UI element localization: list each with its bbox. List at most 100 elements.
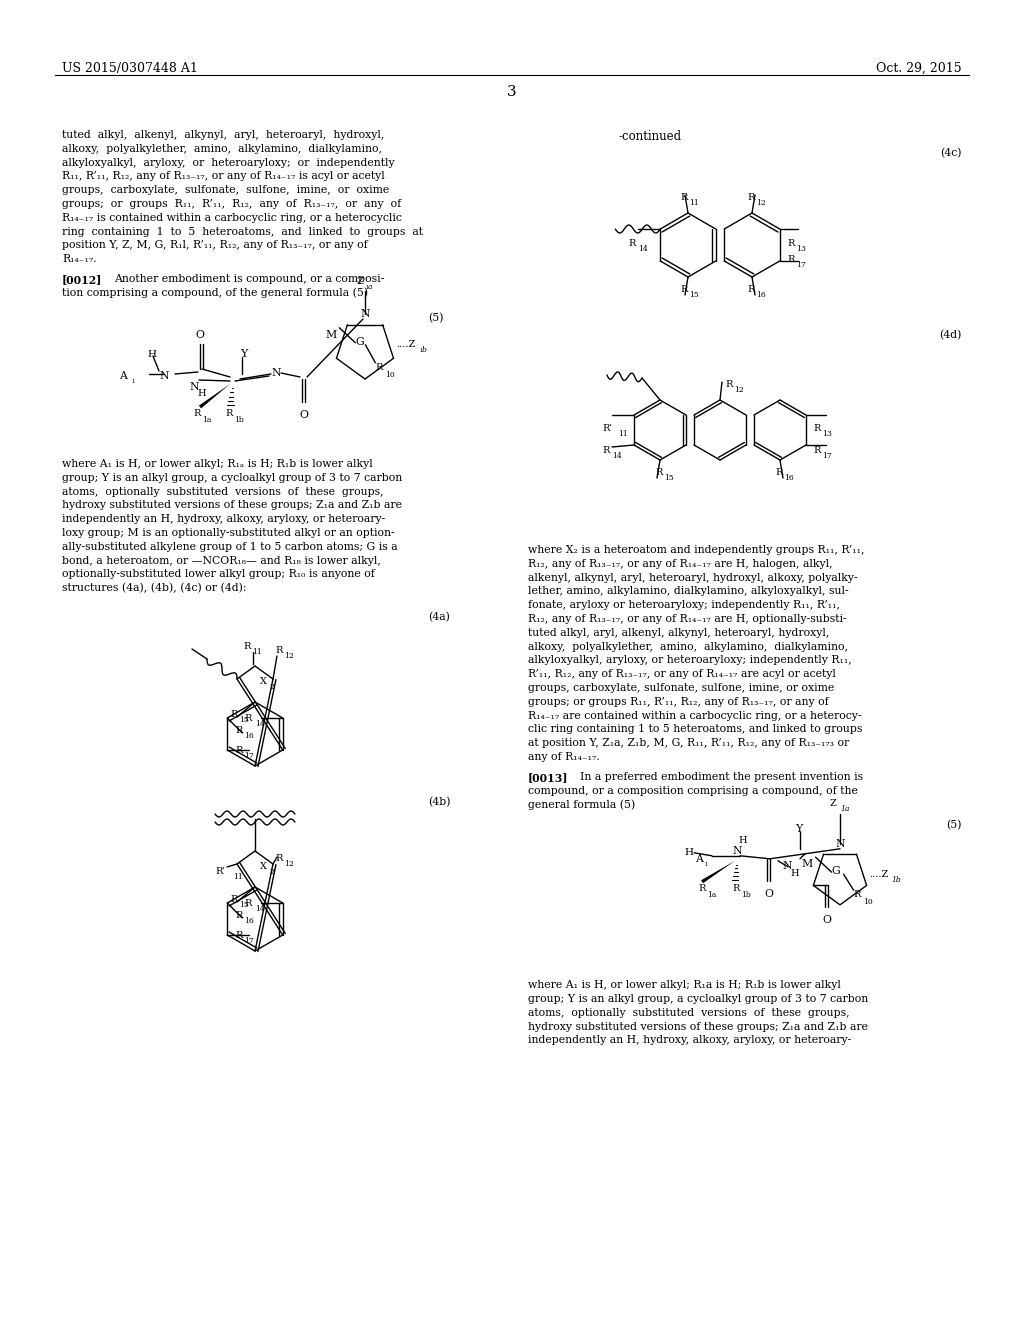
Text: 12: 12 [284,652,294,660]
Text: R₁₄₋₁₇ is contained within a carbocyclic ring, or a heterocyclic: R₁₄₋₁₇ is contained within a carbocyclic… [62,213,401,223]
Text: 1b: 1b [234,416,244,424]
Text: group; Y is an alkyl group, a cycloalkyl group of 3 to 7 carbon: group; Y is an alkyl group, a cycloalkyl… [528,994,868,1005]
Text: ....Z: ....Z [868,870,888,879]
Text: R₁₄₋₁₇.: R₁₄₋₁₇. [62,255,96,264]
Text: O: O [299,411,308,420]
Text: N: N [159,371,169,381]
Text: position Y, Z, M, G, R₁l, R’₁₁, R₁₂, any of R₁₃₋₁₇, or any of: position Y, Z, M, G, R₁l, R’₁₁, R₁₂, any… [62,240,368,251]
Text: R: R [245,899,252,908]
Text: US 2015/0307448 A1: US 2015/0307448 A1 [62,62,198,75]
Text: where A₁ is H, or lower alkyl; R₁a is H; R₁b is lower alkyl: where A₁ is H, or lower alkyl; R₁a is H;… [528,979,841,990]
Text: Z: Z [357,277,364,286]
Text: R₁₁, R’₁₁, R₁₂, any of R₁₃₋₁₇, or any of R₁₄₋₁₇ is acyl or acetyl: R₁₁, R’₁₁, R₁₂, any of R₁₃₋₁₇, or any of… [62,172,385,181]
Text: R: R [243,642,251,651]
Text: atoms,  optionally  substituted  versions  of  these  groups,: atoms, optionally substituted versions o… [62,487,384,496]
Text: R: R [813,446,820,455]
Text: tuted alkyl, aryl, alkenyl, alkynyl, heteroaryl, hydroxyl,: tuted alkyl, aryl, alkenyl, alkynyl, het… [528,628,829,638]
Text: general formula (5): general formula (5) [528,800,635,810]
Text: G: G [355,337,365,347]
Text: M: M [326,330,337,339]
Text: 16: 16 [756,290,766,300]
Text: ally-substituted alkylene group of 1 to 5 carbon atoms; G is a: ally-substituted alkylene group of 1 to … [62,541,397,552]
Text: R: R [376,363,383,372]
Text: alkoxy,  polyalkylether,  amino,  alkylamino,  dialkylamino,: alkoxy, polyalkylether, amino, alkylamin… [528,642,848,652]
Text: ₁: ₁ [131,378,134,385]
Polygon shape [701,861,735,883]
Text: (4c): (4c) [940,148,962,158]
Text: 14: 14 [638,246,648,253]
Text: 12: 12 [756,199,766,207]
Text: groups, carboxylate, sulfonate, sulfone, imine, or oxime: groups, carboxylate, sulfonate, sulfone,… [528,682,835,693]
Text: R: R [236,726,243,735]
Text: 2: 2 [269,682,273,690]
Text: 2: 2 [269,869,273,876]
Text: 13: 13 [796,246,806,253]
Text: R: R [225,409,232,418]
Text: fonate, aryloxy or heteroaryloxy; independently R₁₁, R’₁₁,: fonate, aryloxy or heteroaryloxy; indepe… [528,601,840,610]
Text: 10: 10 [863,898,873,906]
Text: atoms,  optionally  substituted  versions  of  these  groups,: atoms, optionally substituted versions o… [528,1007,850,1018]
Text: A: A [695,854,702,863]
Text: ₁: ₁ [705,859,708,867]
Text: 15: 15 [239,715,249,723]
Text: (5): (5) [946,820,962,830]
Text: R₁₂, any of R₁₃₋₁₇, or any of R₁₄₋₁₇ are H, optionally-substi-: R₁₂, any of R₁₃₋₁₇, or any of R₁₄₋₁₇ are… [528,614,847,624]
Text: 16: 16 [784,474,794,482]
Text: alkyloxyalkyl, aryloxy, or heteroaryloxy; independently R₁₁,: alkyloxyalkyl, aryloxy, or heteroaryloxy… [528,656,852,665]
Text: 12: 12 [734,385,743,393]
Text: hydroxy substituted versions of these groups; Z₁a and Z₁b are: hydroxy substituted versions of these gr… [62,500,402,511]
Text: clic ring containing 1 to 5 heteroatoms, and linked to groups: clic ring containing 1 to 5 heteroatoms,… [528,725,862,734]
Text: 14: 14 [612,451,622,459]
Text: R: R [854,890,861,899]
Text: 11: 11 [252,648,262,656]
Text: 16: 16 [245,917,254,925]
Text: N: N [271,368,281,378]
Text: 14: 14 [255,906,264,913]
Text: (4d): (4d) [940,330,962,341]
Text: R’: R’ [215,867,225,876]
Text: tuted  alkyl,  alkenyl,  alkynyl,  aryl,  heteroaryl,  hydroxyl,: tuted alkyl, alkenyl, alkynyl, aryl, het… [62,129,384,140]
Text: H: H [197,389,206,399]
Text: 1a: 1a [707,891,717,899]
Text: In a preferred embodiment the present invention is: In a preferred embodiment the present in… [580,772,863,781]
Text: at position Y, Z₁a, Z₁b, M, G, R₁₁, R’₁₁, R₁₂, any of R₁₃₋₁₇₃ or: at position Y, Z₁a, Z₁b, M, G, R₁₁, R’₁₁… [528,738,849,748]
Text: -continued: -continued [618,129,682,143]
Text: R: R [680,193,687,202]
Text: R: R [746,285,755,294]
Text: lether, amino, alkylamino, dialkylamino, alkyloxyalkyl, sul-: lether, amino, alkylamino, dialkylamino,… [528,586,849,597]
Text: R: R [236,746,243,755]
Text: H: H [738,836,746,845]
Text: 16: 16 [245,733,254,741]
Text: compound, or a composition comprising a compound, of the: compound, or a composition comprising a … [528,785,858,796]
Text: [0013]: [0013] [528,772,568,783]
Text: R: R [813,424,820,433]
Text: ....Z: ....Z [396,341,416,350]
Text: R’₁₁, R₁₂, any of R₁₃₋₁₇, or any of R₁₄₋₁₇ are acyl or acetyl: R’₁₁, R₁₂, any of R₁₃₋₁₇, or any of R₁₄₋… [528,669,836,680]
Text: R: R [698,884,706,892]
Text: 1a: 1a [840,805,849,813]
Text: 11: 11 [618,430,628,438]
Polygon shape [199,384,230,408]
Text: R: R [746,193,755,202]
Text: any of R₁₄₋₁₇.: any of R₁₄₋₁₇. [528,752,600,762]
Text: 11: 11 [233,873,243,880]
Text: R: R [787,255,795,264]
Text: hydroxy substituted versions of these groups; Z₁a and Z₁b are: hydroxy substituted versions of these gr… [528,1022,868,1031]
Text: R: R [236,911,243,920]
Text: R₁₄₋₁₇ are contained within a carbocyclic ring, or a heterocy-: R₁₄₋₁₇ are contained within a carbocycli… [528,710,861,721]
Text: Y: Y [795,824,802,834]
Text: R: R [230,895,238,904]
Text: groups,  carboxylate,  sulfonate,  sulfone,  imine,  or  oxime: groups, carboxylate, sulfonate, sulfone,… [62,185,389,195]
Text: (4a): (4a) [428,612,450,622]
Text: H: H [684,847,693,857]
Text: 14: 14 [255,719,264,729]
Text: R: R [775,469,782,477]
Text: R’: R’ [602,424,612,433]
Text: ₁b: ₁b [420,346,427,354]
Text: R: R [655,469,663,477]
Text: Another embodiment is compound, or a composi-: Another embodiment is compound, or a com… [114,275,384,284]
Text: alkenyl, alkynyl, aryl, heteroaryl, hydroxyl, alkoxy, polyalky-: alkenyl, alkynyl, aryl, heteroaryl, hydr… [528,573,858,582]
Text: (5): (5) [428,313,443,323]
Text: where A₁ is H, or lower alkyl; R₁ₐ is H; R₁b is lower alkyl: where A₁ is H, or lower alkyl; R₁ₐ is H;… [62,459,373,469]
Text: where X₂ is a heteroatom and independently groups R₁₁, R’₁₁,: where X₂ is a heteroatom and independent… [528,545,864,554]
